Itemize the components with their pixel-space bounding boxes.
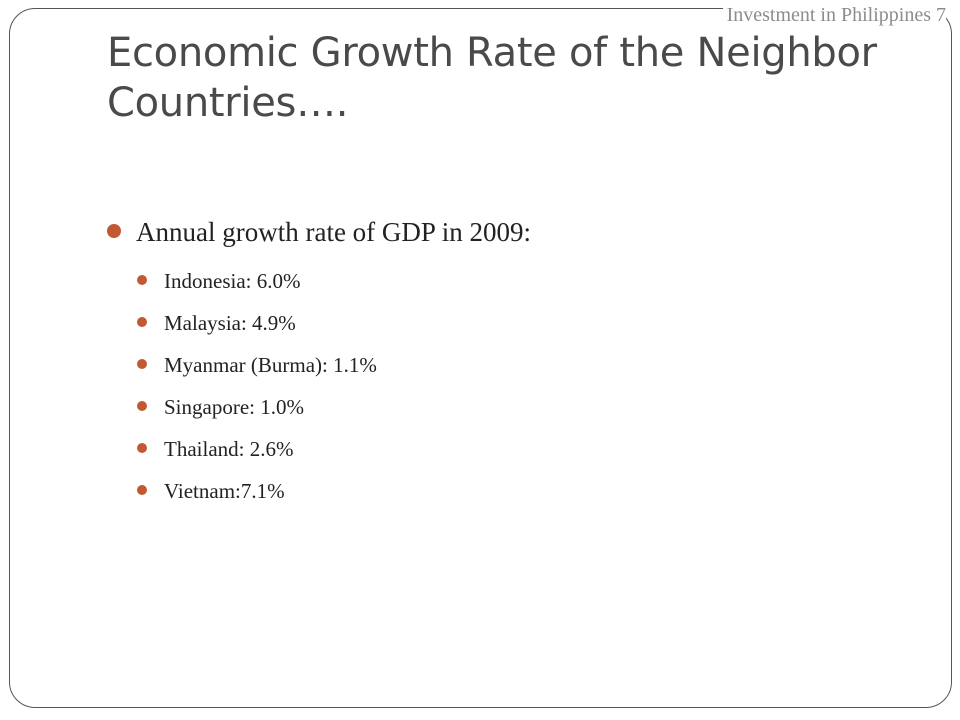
list-item-text: Indonesia: 6.0%	[164, 269, 301, 293]
bullet-dot-icon	[137, 275, 147, 285]
country-list: Indonesia: 6.0% Malaysia: 4.9% Myanmar (…	[107, 260, 867, 512]
list-item: Myanmar (Burma): 1.1%	[107, 344, 867, 386]
list-item-text: Malaysia: 4.9%	[164, 311, 296, 335]
bullet-dot-icon	[137, 401, 147, 411]
slide-content: Annual growth rate of GDP in 2009: Indon…	[107, 212, 867, 512]
bullet-dot-icon	[137, 485, 147, 495]
list-item-text: Vietnam:7.1%	[164, 479, 285, 503]
list-item-text: Singapore: 1.0%	[164, 395, 304, 419]
list-item-text: Myanmar (Burma): 1.1%	[164, 353, 377, 377]
bullet-dot-icon	[137, 443, 147, 453]
list-item: Malaysia: 4.9%	[107, 302, 867, 344]
list-item: Singapore: 1.0%	[107, 386, 867, 428]
slide-frame	[9, 8, 952, 708]
list-item-text: Thailand: 2.6%	[164, 437, 294, 461]
main-bullet: Annual growth rate of GDP in 2009:	[107, 212, 867, 252]
list-item: Thailand: 2.6%	[107, 428, 867, 470]
main-bullet-text: Annual growth rate of GDP in 2009:	[136, 217, 531, 247]
bullet-dot-icon	[137, 359, 147, 369]
list-item: Indonesia: 6.0%	[107, 260, 867, 302]
slide-title: Economic Growth Rate of the Neighbor Cou…	[107, 30, 877, 126]
list-item: Vietnam:7.1%	[107, 470, 867, 512]
bullet-dot-icon	[137, 317, 147, 327]
bullet-dot-icon	[107, 224, 121, 238]
header-text: Investment in Philippines 7	[722, 2, 946, 28]
